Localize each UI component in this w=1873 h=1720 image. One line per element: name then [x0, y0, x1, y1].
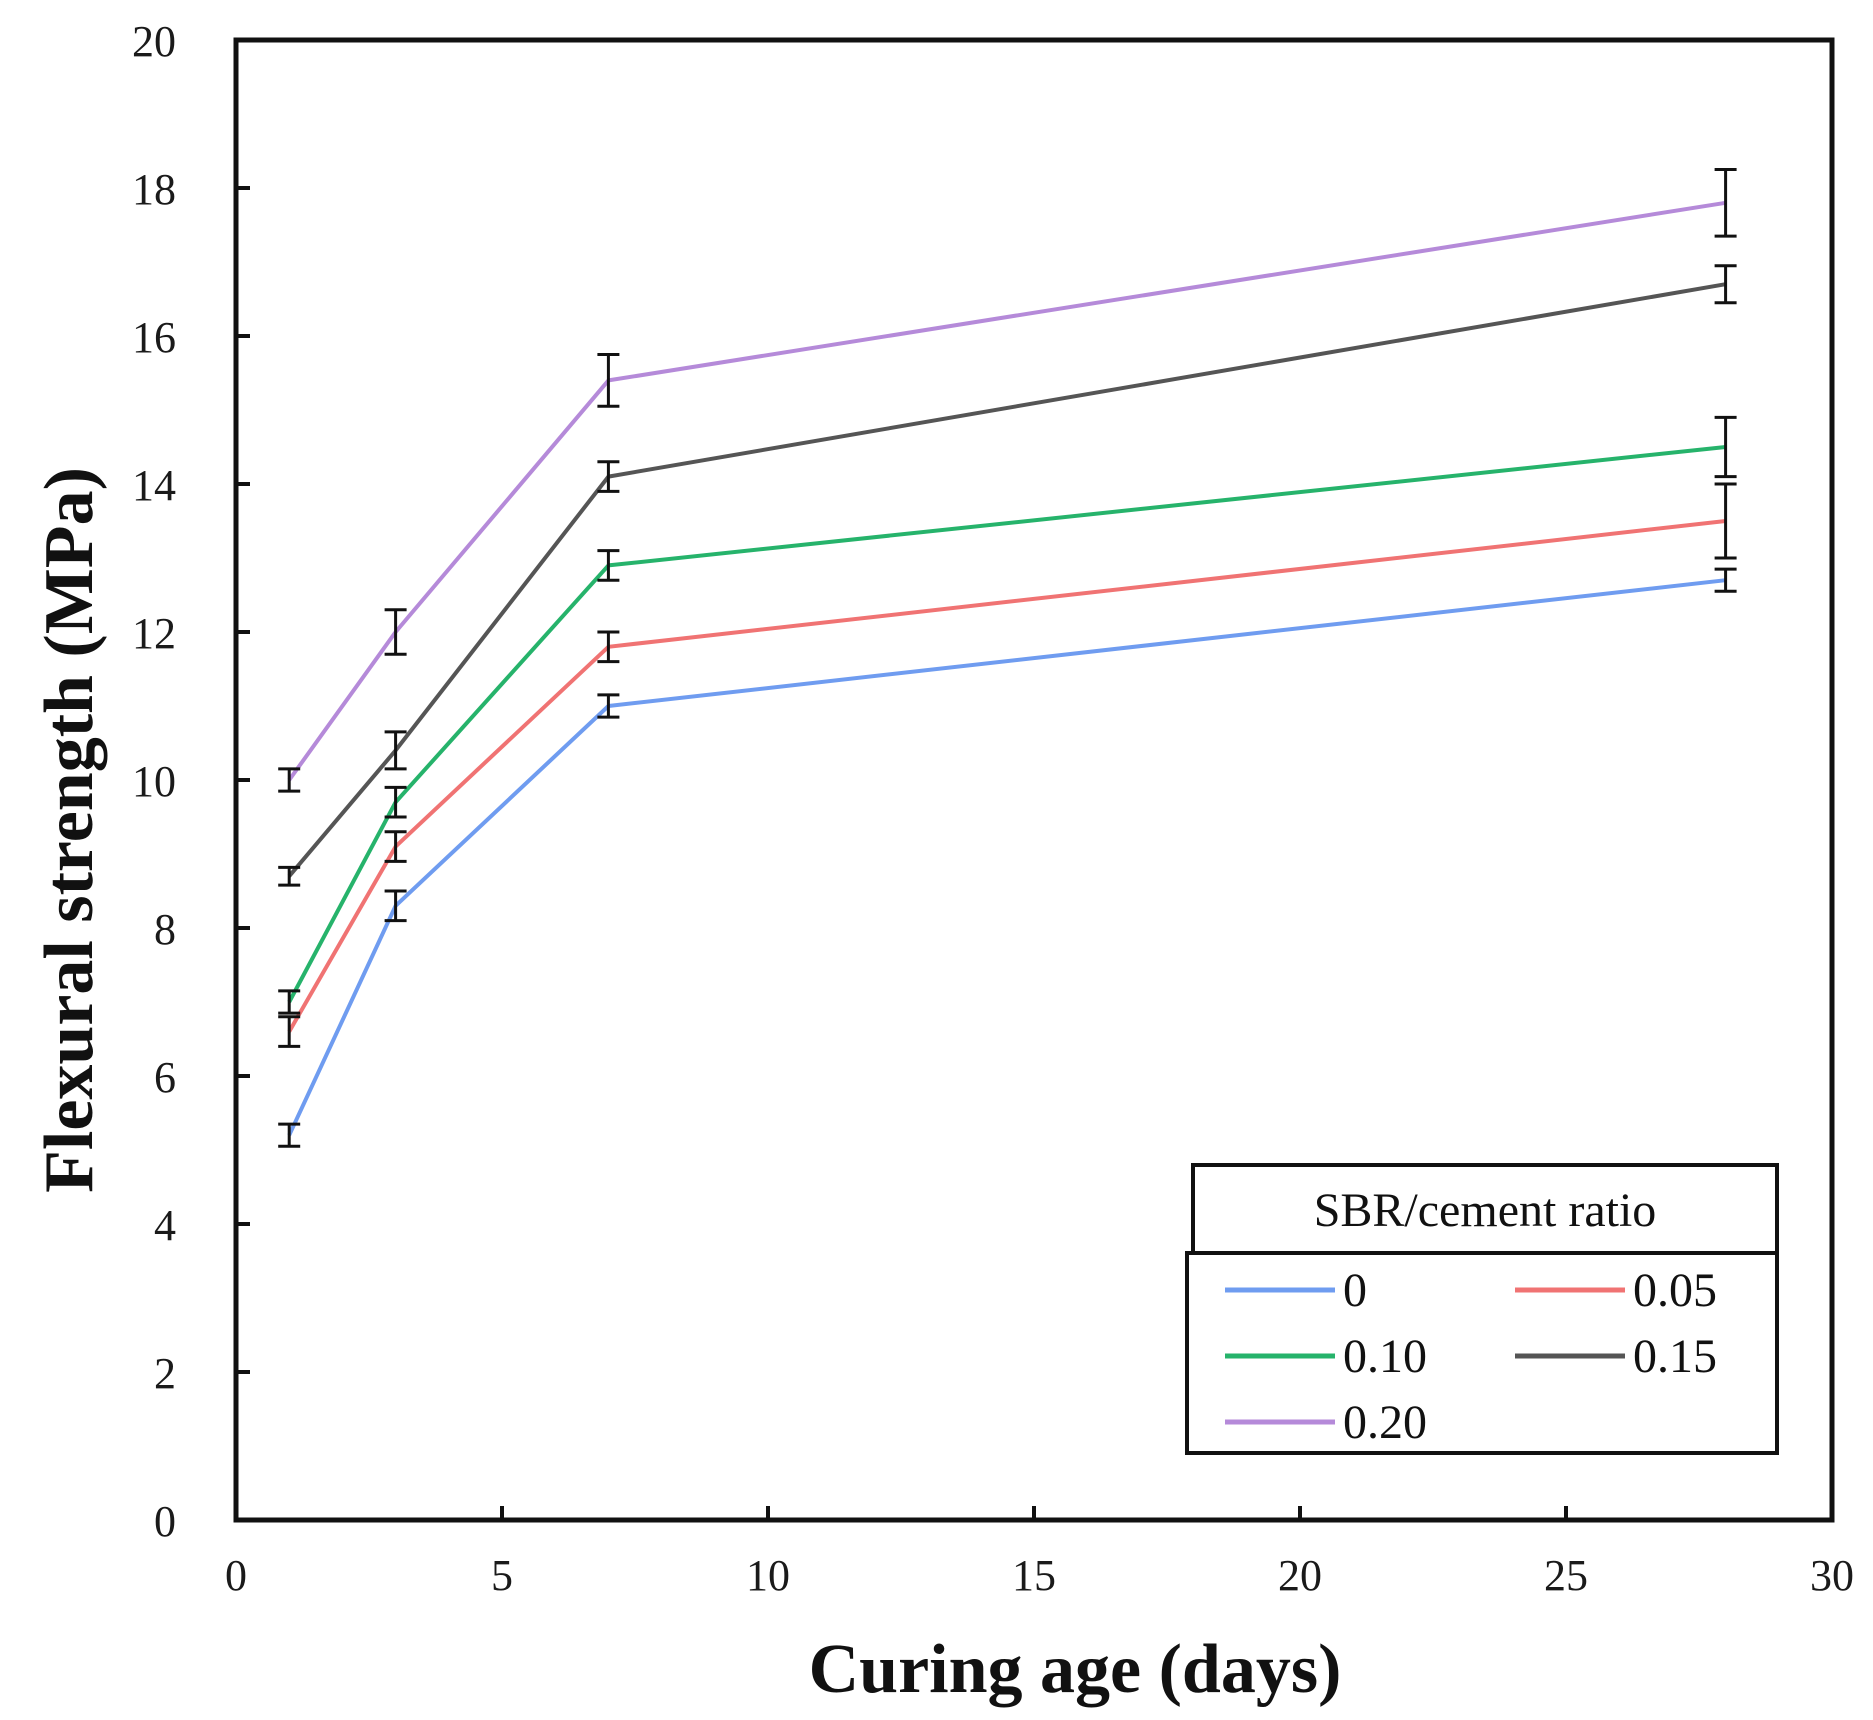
- error-bar: [1714, 415, 1737, 479]
- error-bar: [278, 1015, 301, 1048]
- series-line-0: [287, 578, 1726, 1137]
- series-layer: [278, 168, 1737, 1148]
- y-tick-label: 20: [132, 17, 176, 66]
- series-line-0.15: [287, 282, 1726, 878]
- y-tick-label: 0: [154, 1497, 176, 1546]
- error-bar: [597, 630, 620, 664]
- error-bar: [278, 767, 301, 793]
- legend-label: 0.15: [1633, 1330, 1717, 1383]
- error-bar: [597, 549, 620, 582]
- error-bar: [597, 353, 620, 408]
- y-axis-title: Flexural strength (MPa): [31, 467, 108, 1193]
- error-bar: [597, 460, 620, 493]
- legend-label: 0.10: [1343, 1330, 1427, 1383]
- y-tick-label: 12: [132, 609, 176, 658]
- error-bar: [384, 889, 407, 923]
- series-0.05: [278, 482, 1737, 1048]
- y-tick-label: 10: [132, 757, 176, 806]
- series-0.10: [278, 415, 1737, 1015]
- x-tick-label: 5: [491, 1551, 513, 1600]
- error-bar: [597, 693, 620, 719]
- plot-frame: [233, 37, 1835, 1523]
- error-bar: [1714, 482, 1737, 560]
- legend-title-box: [1191, 1163, 1779, 1255]
- series-0.15: [278, 264, 1737, 887]
- error-bar: [384, 608, 407, 656]
- frame-layer: [233, 37, 1835, 1523]
- legend-item-0.05: 0.05: [1515, 1264, 1717, 1317]
- y-tick-label: 4: [154, 1201, 176, 1250]
- series-0: [278, 567, 1737, 1148]
- x-tick-label: 0: [225, 1551, 247, 1600]
- y-tick-label: 6: [154, 1053, 176, 1102]
- x-tick-label: 10: [746, 1551, 790, 1600]
- error-bar: [384, 830, 407, 863]
- error-bar: [1714, 168, 1737, 238]
- y-tick-label: 2: [154, 1349, 176, 1398]
- x-tick-label: 20: [1278, 1551, 1322, 1600]
- series-line-0.10: [287, 445, 1726, 1003]
- legend-item-0: 0: [1225, 1264, 1367, 1317]
- error-bar: [384, 785, 407, 819]
- axis-layer: 0 2 4 6 8 10 12 14 16 18 20 0 5 10 15 20 25 30: [132, 17, 1854, 1600]
- legend-items: 0 0.05 0.10 0.15 0.20: [1225, 1264, 1717, 1449]
- error-bar: [1714, 567, 1737, 593]
- legend-label: 0.05: [1633, 1264, 1717, 1317]
- series-line-0.20: [287, 200, 1726, 782]
- series-line-0.05: [287, 519, 1726, 1033]
- y-tick-label: 14: [132, 461, 176, 510]
- error-bar: [278, 1122, 301, 1148]
- x-axis-title: Curing age (days): [809, 1631, 1342, 1708]
- series-0.20: [278, 168, 1737, 793]
- y-tick-label: 16: [132, 313, 176, 362]
- error-bar: [384, 730, 407, 771]
- error-bar: [278, 865, 301, 887]
- y-tick-label: 8: [154, 905, 176, 954]
- y-tick-label: 18: [132, 165, 176, 214]
- legend: SBR/cement ratio 0 0.05 0.10 0.15 0.20: [1185, 1163, 1779, 1455]
- x-tick-label: 25: [1544, 1551, 1588, 1600]
- x-tick-label: 15: [1012, 1551, 1056, 1600]
- error-bar: [278, 989, 301, 1015]
- legend-item-0.10: 0.10: [1225, 1330, 1427, 1383]
- legend-item-0.20: 0.20: [1225, 1396, 1427, 1449]
- legend-item-0.15: 0.15: [1515, 1330, 1717, 1383]
- legend-title: SBR/cement ratio: [1314, 1184, 1657, 1237]
- legend-label: 0.20: [1343, 1396, 1427, 1449]
- x-tick-label: 30: [1810, 1551, 1854, 1600]
- legend-label: 0: [1343, 1264, 1367, 1317]
- error-bar: [1714, 264, 1737, 305]
